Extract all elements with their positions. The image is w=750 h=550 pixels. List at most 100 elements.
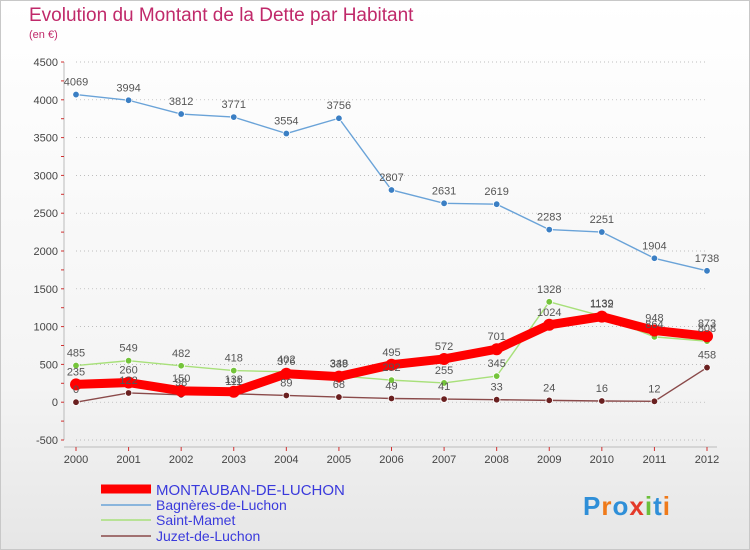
logo-letter: r — [601, 491, 613, 521]
y-tick-label: 0 — [52, 397, 58, 409]
data-point — [543, 318, 556, 331]
data-label: 49 — [385, 380, 397, 392]
logo-letter: i — [644, 491, 654, 521]
data-point — [282, 391, 291, 400]
proxiti-logo: Proxiti — [583, 491, 671, 522]
data-point — [70, 378, 82, 391]
data-point — [492, 372, 501, 380]
data-point — [703, 267, 711, 275]
x-tick-label: 2005 — [327, 454, 351, 466]
data-point — [598, 228, 606, 236]
data-label: 1738 — [695, 253, 719, 265]
legend-label: Bagnères-de-Luchon — [156, 497, 287, 513]
data-point — [440, 395, 448, 403]
data-point — [175, 384, 188, 397]
data-point — [230, 366, 238, 375]
data-point — [492, 200, 501, 208]
data-label: 549 — [119, 343, 137, 355]
data-label: 482 — [172, 348, 190, 360]
data-point — [335, 114, 343, 122]
data-point — [598, 397, 606, 405]
x-tick-label: 2011 — [643, 454, 667, 466]
data-point — [387, 394, 396, 403]
y-tick-label: 1500 — [34, 284, 58, 296]
data-point — [490, 343, 503, 356]
data-label: 255 — [435, 365, 453, 377]
data-point — [177, 110, 185, 118]
x-tick-label: 2007 — [432, 454, 456, 466]
data-point — [545, 298, 553, 306]
data-label: 339 — [330, 359, 348, 371]
y-tick-label: 1000 — [34, 322, 58, 334]
data-label: 1328 — [537, 284, 561, 296]
data-point — [72, 398, 80, 406]
data-label: 260 — [119, 365, 137, 377]
data-point — [387, 186, 396, 194]
data-label: 2283 — [537, 212, 561, 224]
data-label: 33 — [491, 382, 503, 394]
data-label: 16 — [596, 383, 608, 395]
data-label: 2251 — [590, 214, 614, 226]
logo-letter: t — [653, 491, 663, 521]
data-label: 458 — [698, 350, 716, 362]
data-label: 2631 — [432, 185, 456, 197]
data-point — [385, 358, 398, 371]
legend-label: Juzet-de-Luchon — [156, 528, 260, 544]
data-point — [282, 129, 291, 138]
data-point — [703, 363, 711, 372]
y-tick-label: 4000 — [34, 95, 58, 107]
data-label: 2807 — [379, 172, 403, 184]
data-point — [545, 396, 553, 405]
data-point — [650, 397, 659, 405]
data-point — [387, 376, 396, 384]
data-point — [701, 330, 713, 343]
data-label: 68 — [333, 379, 345, 391]
data-label: 418 — [225, 353, 243, 365]
data-point — [492, 396, 501, 404]
data-label: 3771 — [222, 99, 246, 111]
data-label: 4069 — [64, 77, 88, 89]
data-point — [440, 379, 448, 387]
data-label: 138 — [225, 374, 243, 386]
data-label: 12 — [648, 383, 660, 395]
data-label: 292 — [382, 362, 400, 374]
data-label: 98 — [175, 377, 187, 389]
x-tick-label: 2000 — [64, 454, 88, 466]
logo-letter: x — [629, 491, 645, 521]
data-label: 24 — [543, 382, 555, 394]
x-tick-label: 2008 — [484, 454, 508, 466]
data-point — [650, 254, 659, 262]
data-point — [438, 352, 451, 365]
data-point — [545, 225, 553, 234]
data-point — [648, 324, 661, 337]
data-point — [177, 362, 185, 370]
data-label: 348 — [330, 358, 348, 370]
data-point — [122, 376, 135, 389]
data-point — [72, 90, 80, 99]
data-label: 1904 — [642, 240, 666, 252]
data-point — [124, 356, 133, 365]
data-label: 150 — [172, 373, 190, 385]
data-point — [335, 393, 343, 401]
data-point — [332, 370, 345, 383]
data-label: 948 — [645, 313, 663, 325]
data-label: 572 — [435, 341, 453, 353]
data-label: 495 — [382, 347, 400, 359]
x-tick-label: 2004 — [274, 454, 298, 466]
data-label: 41 — [438, 381, 450, 393]
legend-label: Saint-Mamet — [156, 512, 235, 528]
logo-letter: o — [612, 491, 630, 521]
y-tick-label: 3500 — [34, 133, 58, 145]
y-tick-label: 2500 — [34, 208, 58, 220]
data-label: 111 — [225, 376, 242, 388]
data-label: 0 — [73, 384, 79, 396]
data-label: 3812 — [169, 96, 193, 108]
x-tick-label: 2012 — [695, 454, 719, 466]
y-tick-label: -500 — [36, 435, 58, 447]
x-tick-label: 2009 — [537, 454, 561, 466]
data-point — [230, 113, 238, 121]
data-label: 2619 — [484, 186, 508, 198]
x-tick-label: 2006 — [379, 454, 403, 466]
